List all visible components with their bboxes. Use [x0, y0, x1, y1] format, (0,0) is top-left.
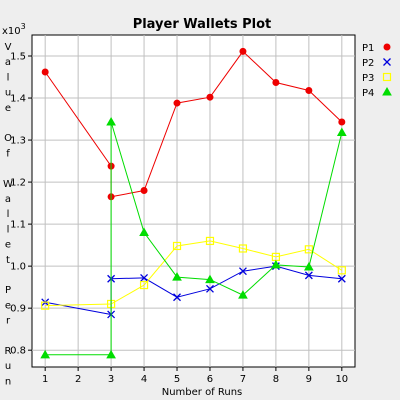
point-circle	[173, 99, 181, 107]
x-axis-label: Number of Runs	[162, 387, 243, 398]
point-circle	[239, 47, 247, 55]
point-triangle	[40, 349, 51, 359]
point-square	[172, 241, 182, 251]
legend-label-p2: P2	[362, 58, 374, 69]
y-axis-label-letter: V	[5, 42, 12, 53]
y-tick-label: 1.5	[10, 52, 26, 63]
point-circle	[383, 43, 391, 51]
chart-title: Player Wallets Plot	[133, 17, 272, 32]
point-circle	[140, 186, 148, 194]
x-tick-label: 3	[108, 374, 114, 385]
point-square	[238, 244, 248, 253]
legend: P1 P2 P3 P4	[362, 43, 392, 99]
y-axis-label-letter: W	[3, 179, 13, 190]
x-tick-label: 5	[174, 374, 180, 385]
point-square	[205, 236, 215, 246]
point-square	[382, 72, 392, 82]
point-square	[41, 301, 50, 310]
series-line-p3	[45, 240, 343, 307]
point-circle	[305, 86, 313, 94]
y-axis-label-letter: a	[5, 194, 11, 205]
point-square	[139, 280, 149, 290]
point-square	[304, 245, 313, 254]
legend-marker-p3	[382, 72, 392, 82]
point-triangle	[303, 261, 314, 271]
x-tick-label: 4	[141, 374, 147, 385]
y-axis-label-letter: u	[5, 88, 11, 99]
y-axis-label-letter: n	[5, 376, 11, 387]
legend-label-p4: P4	[362, 88, 374, 99]
y-axis-label-letter: u	[5, 361, 11, 372]
x-tick-label: 1	[42, 374, 48, 385]
point-circle	[272, 78, 280, 86]
point-triangle	[106, 116, 116, 126]
y-multiplier-exponent: 3	[21, 22, 26, 31]
y-axis-label-letter: R	[5, 346, 12, 357]
y-axis-label-letter: f	[6, 148, 10, 159]
x-tick-label: 7	[240, 374, 246, 385]
y-axis-label-letter: r	[6, 316, 11, 327]
y-tick-label: 1.4	[10, 94, 26, 105]
axis-ticks: 1 2 3 4 5 6 7 8 9 10 0.8 0.9 1.0 1.1 1.2 1.3 1.4 1.5	[10, 52, 348, 385]
legend-label-p1: P1	[362, 43, 374, 54]
point-triangle	[139, 227, 149, 237]
x-tick-label: 6	[207, 374, 213, 385]
point-x	[337, 274, 346, 283]
x-tick-label: 8	[273, 374, 279, 385]
point-triangle	[271, 259, 281, 269]
y-axis-label-letter: a	[5, 57, 11, 68]
point-triangle	[205, 274, 215, 284]
y-tick-label: 1.0	[10, 262, 26, 273]
y-tick-label: 1.1	[10, 220, 26, 231]
point-x	[304, 271, 313, 280]
point-triangle	[238, 290, 248, 299]
y-axis-label-letter: e	[5, 300, 11, 311]
y-axis-label-letter: l	[7, 224, 10, 235]
y-axis-label-letter: P	[5, 285, 11, 296]
y-tick-label: 1.3	[10, 136, 26, 147]
x-tick-label: 2	[75, 374, 81, 385]
series-line-p4	[45, 121, 343, 356]
y-axis-label-letter: t	[6, 255, 10, 266]
y-axis-label-letter: l	[7, 209, 10, 220]
y-tick-label: 0.9	[10, 304, 26, 315]
y-axis-label-letter: e	[5, 240, 11, 251]
legend-marker-p2	[383, 58, 391, 66]
point-triangle	[336, 127, 347, 136]
point-x	[173, 293, 181, 302]
point-triangle	[106, 349, 116, 359]
plot-area	[31, 34, 356, 368]
y-multiplier-label: x103	[2, 22, 26, 37]
point-triangle	[382, 86, 392, 96]
point-triangle	[172, 272, 182, 281]
data-series	[40, 47, 347, 359]
y-multiplier-base: x10	[2, 26, 21, 37]
point-square	[337, 266, 346, 275]
point-circle	[338, 118, 346, 126]
point-x	[238, 267, 247, 276]
legend-marker-p4	[382, 86, 392, 96]
point-x	[140, 273, 149, 282]
legend-label-p3: P3	[362, 73, 374, 84]
x-tick-label: 9	[306, 374, 312, 385]
point-x	[383, 58, 391, 66]
y-axis-label-letter: l	[7, 72, 10, 83]
y-tick-label: 0.8	[10, 346, 26, 357]
y-tick-label: 1.2	[10, 178, 26, 189]
point-circle	[41, 68, 49, 76]
point-x	[206, 284, 214, 293]
y-axis-label-letter: e	[5, 103, 11, 114]
x-tick-label: 10	[335, 374, 348, 385]
point-circle	[206, 93, 214, 101]
series-p4	[40, 116, 347, 359]
y-axis-label-letter: O	[4, 133, 12, 144]
legend-marker-p1	[383, 43, 391, 51]
